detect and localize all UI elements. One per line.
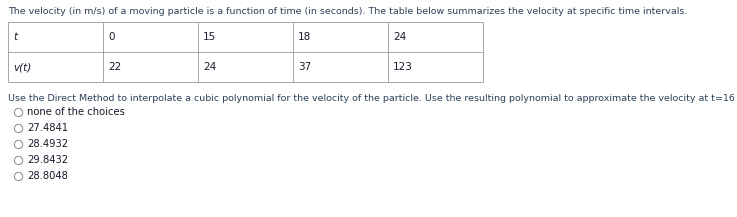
Text: 37: 37 — [298, 62, 311, 72]
Text: 28.4932: 28.4932 — [27, 139, 68, 149]
Text: 27.4841: 27.4841 — [27, 123, 68, 133]
Text: v(t): v(t) — [13, 62, 31, 72]
Text: 123: 123 — [393, 62, 413, 72]
Text: 22: 22 — [108, 62, 122, 72]
Text: Use the Direct Method to interpolate a cubic polynomial for the velocity of the : Use the Direct Method to interpolate a c… — [8, 94, 737, 103]
Text: 15: 15 — [203, 32, 216, 42]
Text: 0: 0 — [108, 32, 114, 42]
Text: 28.8048: 28.8048 — [27, 171, 68, 181]
Text: 24: 24 — [393, 32, 406, 42]
Text: t: t — [13, 32, 17, 42]
Text: none of the choices: none of the choices — [27, 107, 125, 117]
Text: 29.8432: 29.8432 — [27, 155, 68, 165]
Text: The velocity (in m/s) of a moving particle is a function of time (in seconds). T: The velocity (in m/s) of a moving partic… — [8, 7, 688, 16]
Text: 18: 18 — [298, 32, 311, 42]
Text: 24: 24 — [203, 62, 216, 72]
